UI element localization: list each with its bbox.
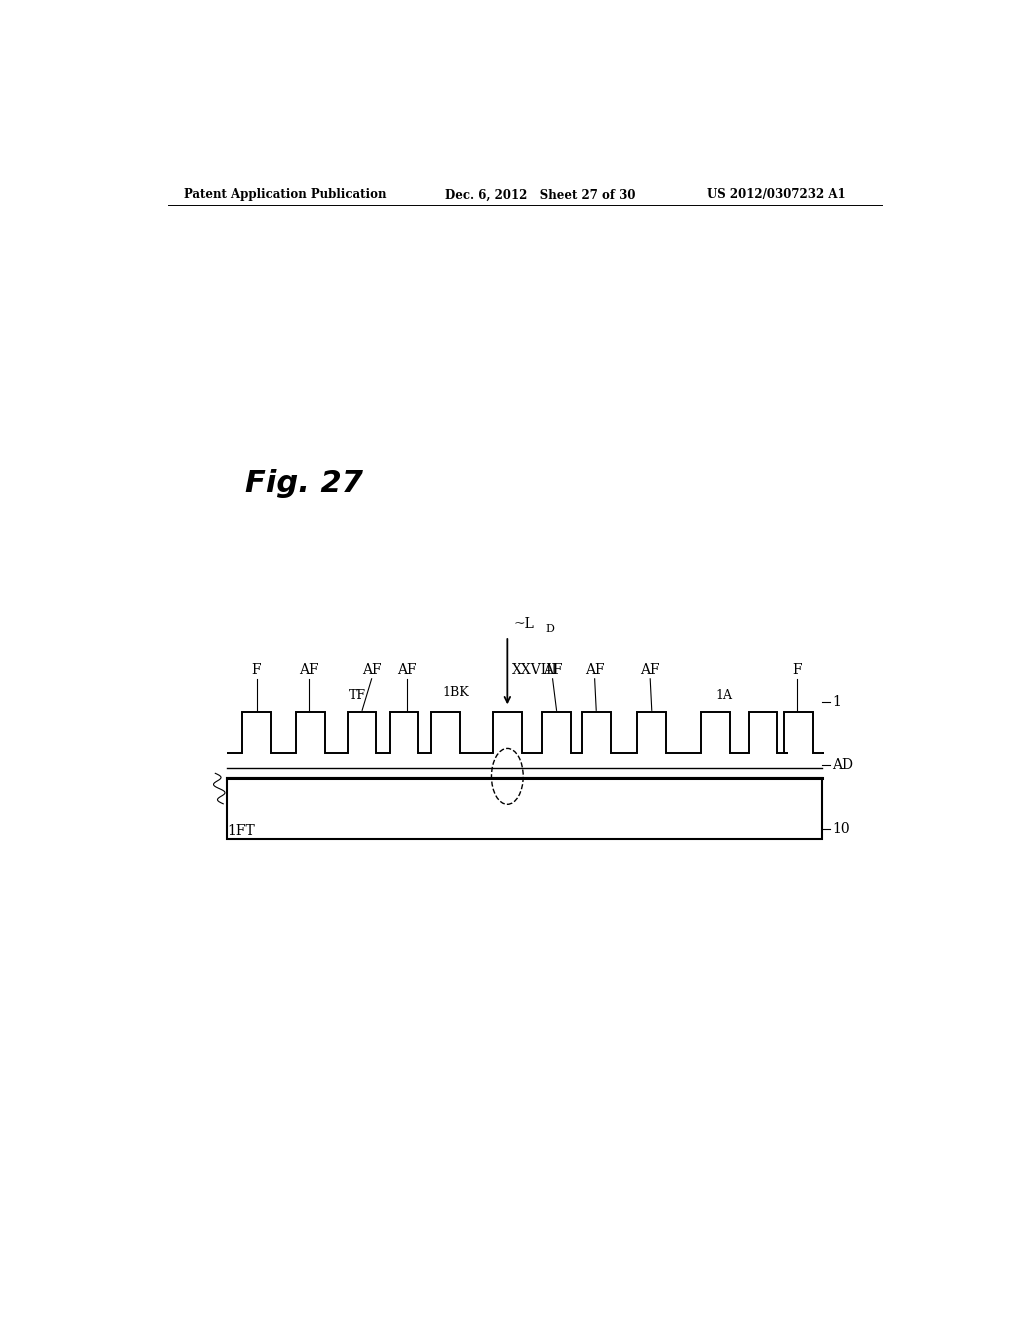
Text: TF: TF <box>348 689 366 701</box>
Text: AF: AF <box>543 663 562 677</box>
Text: Dec. 6, 2012   Sheet 27 of 30: Dec. 6, 2012 Sheet 27 of 30 <box>445 189 636 202</box>
Bar <box>227 779 822 840</box>
Text: XXVIII: XXVIII <box>512 663 558 677</box>
Text: AF: AF <box>361 663 382 677</box>
Text: F: F <box>252 663 261 677</box>
Text: D: D <box>546 624 554 634</box>
Text: Fig. 27: Fig. 27 <box>246 469 364 498</box>
Text: 1BK: 1BK <box>442 685 469 698</box>
Text: US 2012/0307232 A1: US 2012/0307232 A1 <box>708 189 846 202</box>
Text: Patent Application Publication: Patent Application Publication <box>183 189 386 202</box>
Text: AF: AF <box>640 663 660 677</box>
Text: AF: AF <box>299 663 318 677</box>
Text: ~L: ~L <box>514 616 535 631</box>
Text: AF: AF <box>397 663 417 677</box>
Text: 10: 10 <box>831 822 850 837</box>
Text: AF: AF <box>585 663 604 677</box>
Text: 1A: 1A <box>715 689 732 701</box>
Text: AD: AD <box>831 758 853 772</box>
Text: F: F <box>793 663 802 677</box>
Text: 1FT: 1FT <box>227 824 255 838</box>
Text: 1: 1 <box>831 696 841 709</box>
